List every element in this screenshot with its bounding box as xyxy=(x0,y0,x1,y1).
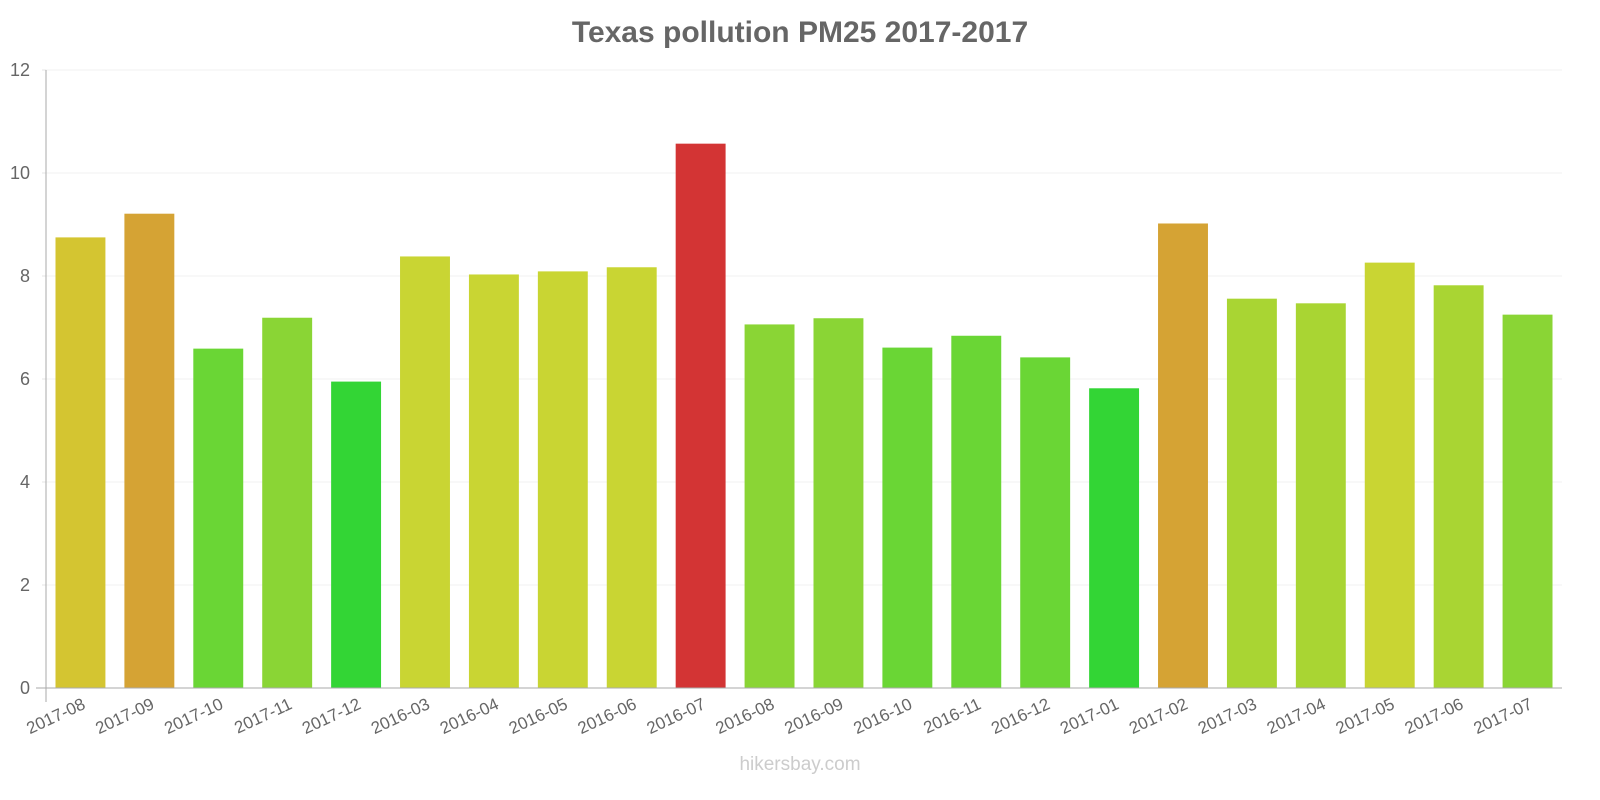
y-tick-label: 2 xyxy=(20,575,30,595)
bar-2017-08[interactable] xyxy=(55,237,106,689)
bar-2017-12[interactable] xyxy=(331,381,382,689)
x-tick-label: 2016-11 xyxy=(921,694,984,737)
bar-2017-09[interactable] xyxy=(124,213,175,689)
x-tick-label: 2017-06 xyxy=(1402,694,1467,738)
bar-2016-06[interactable] xyxy=(606,267,657,689)
x-tick-label: 2017-08 xyxy=(24,694,89,738)
x-tick-label: 2016-07 xyxy=(644,694,709,738)
x-tick-label: 2017-05 xyxy=(1333,694,1398,738)
x-tick-label: 2016-06 xyxy=(575,694,640,738)
y-tick-label: 6 xyxy=(20,369,30,389)
bar-2016-07[interactable] xyxy=(675,143,726,689)
bar-2016-12[interactable] xyxy=(1020,357,1071,689)
x-tick-label: 2017-03 xyxy=(1195,694,1260,738)
bar-2017-06[interactable] xyxy=(1433,285,1484,689)
x-tick-label: 2017-02 xyxy=(1126,694,1191,738)
x-tick-label: 2017-04 xyxy=(1264,694,1329,738)
x-tick-label: 2017-09 xyxy=(92,694,157,738)
x-tick-label: 2017-07 xyxy=(1471,694,1536,738)
bar-2017-03[interactable] xyxy=(1226,298,1277,689)
x-tick-label: 2016-04 xyxy=(437,694,502,738)
y-tick-label: 4 xyxy=(20,472,30,492)
bar-2017-07[interactable] xyxy=(1502,314,1553,689)
bar-2016-09[interactable] xyxy=(813,318,864,689)
x-tick-label: 2016-10 xyxy=(850,694,915,738)
x-tick-label: 2016-12 xyxy=(988,694,1053,738)
x-tick-label: 2017-01 xyxy=(1057,694,1122,738)
x-tick-label: 2016-08 xyxy=(713,694,778,738)
bar-2016-11[interactable] xyxy=(951,335,1002,689)
y-tick-label: 8 xyxy=(20,266,30,286)
y-tick-label: 12 xyxy=(10,60,30,80)
bar-2016-04[interactable] xyxy=(468,274,519,689)
bar-2017-04[interactable] xyxy=(1295,303,1346,689)
bar-2017-10[interactable] xyxy=(193,348,244,689)
x-tick-label: 2017-11 xyxy=(231,694,294,737)
bar-2017-02[interactable] xyxy=(1158,223,1208,689)
chart-title: Texas pollution PM25 2017-2017 xyxy=(571,16,1029,49)
bar-2016-08[interactable] xyxy=(744,324,795,689)
bar-2017-01[interactable] xyxy=(1089,388,1140,689)
bar-2017-05[interactable] xyxy=(1364,262,1415,689)
x-tick-label: 2017-12 xyxy=(299,694,364,738)
x-tick-label: 2016-09 xyxy=(782,694,847,738)
x-tick-label: 2016-05 xyxy=(506,694,571,738)
bar-2017-11[interactable] xyxy=(262,317,313,689)
bar-2016-10[interactable] xyxy=(882,347,933,689)
bar-2016-03[interactable] xyxy=(400,256,450,689)
watermark: hikersbay.com xyxy=(739,754,861,775)
bar-2016-05[interactable] xyxy=(537,271,588,689)
x-tick-label: 2017-10 xyxy=(161,694,226,738)
y-tick-label: 10 xyxy=(10,163,30,183)
x-tick-label: 2016-03 xyxy=(368,694,433,738)
y-tick-label: 0 xyxy=(20,678,30,698)
